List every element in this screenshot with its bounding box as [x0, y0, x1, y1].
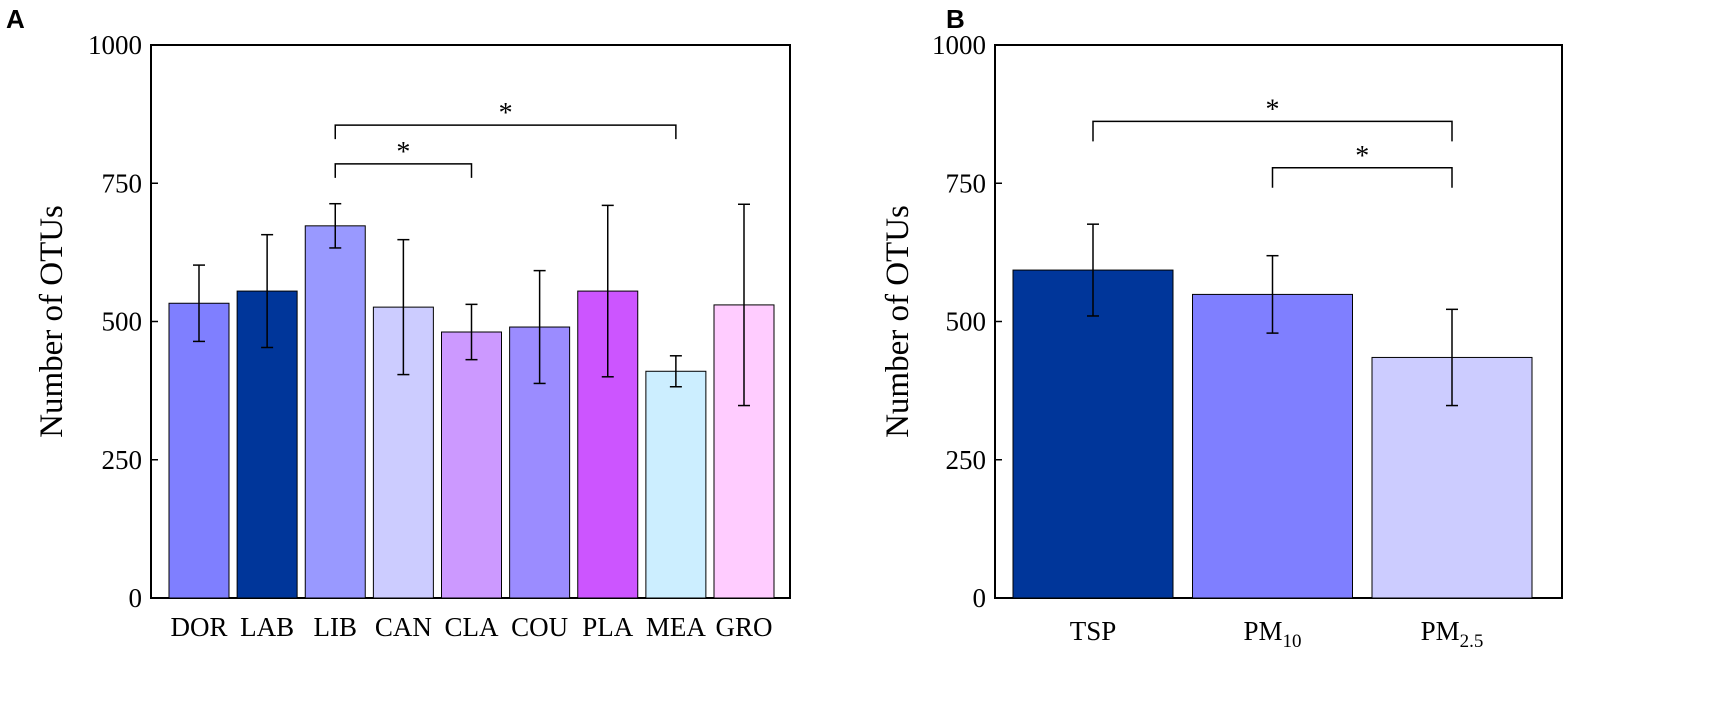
- panel-a-bar: [304, 225, 366, 599]
- panel-b-y-tick-label: 0: [973, 583, 987, 613]
- panel-a-significance-star: *: [499, 98, 513, 129]
- panel-b-category-subscript: 10: [1283, 631, 1302, 652]
- panel-b-significance-star: *: [1266, 94, 1280, 125]
- panel-a-category-label: GRO: [715, 612, 772, 642]
- panel-b-significance-bracket: [1092, 120, 1453, 142]
- panel-a-category-label: LAB: [240, 612, 294, 642]
- panel-label-a: A: [6, 4, 25, 34]
- panel-b-bar: [1012, 269, 1174, 599]
- panel-a-y-tick-label: 750: [102, 168, 143, 198]
- panel-b-y-axis-title: Number of OTUs: [880, 205, 916, 438]
- panel-a-bar: [441, 331, 502, 599]
- panel-a-y-axis-title: Number of OTUs: [34, 205, 70, 438]
- panel-a-category-label: PLA: [582, 612, 634, 642]
- panel-b-category-label: PM2.5: [1421, 616, 1484, 652]
- panel-a-category-label: COU: [511, 612, 568, 642]
- panel-b-category-base: PM: [1243, 616, 1282, 646]
- panel-a-y-tick-label: 0: [129, 583, 143, 613]
- panel-label-b: B: [946, 4, 965, 34]
- panel-a-y-tick-label: 500: [102, 307, 143, 337]
- panel-a-bar: [168, 302, 230, 599]
- panel-b-y-tick-label: 750: [946, 168, 987, 198]
- panel-b-y-tick-label: 1000: [932, 30, 986, 60]
- panel-b-category-label: PM10: [1243, 616, 1301, 652]
- panel-a-category-label: CAN: [375, 612, 432, 642]
- panel-a-category-label: LIB: [314, 612, 358, 642]
- panel-b-y-tick-label: 250: [946, 445, 987, 475]
- panel-b-significance-bracket: [1271, 167, 1453, 188]
- panel-a-bar: [645, 370, 707, 599]
- panel-a-category-label: CLA: [445, 612, 500, 642]
- panel-a-category-label: DOR: [170, 612, 227, 642]
- panel-b-category-base: PM: [1421, 616, 1460, 646]
- panel-b-category-base: TSP: [1070, 616, 1117, 646]
- panel-b-significance-star: *: [1355, 141, 1369, 172]
- panel-a-y-tick-label: 250: [102, 445, 143, 475]
- panel-b-category-label: TSP: [1070, 616, 1117, 646]
- panel-a-significance-star: *: [396, 137, 410, 168]
- panel-b-category-subscript: 2.5: [1460, 631, 1484, 652]
- panel-a-significance-bracket: [334, 124, 677, 140]
- panel-a-y-tick-label: 1000: [88, 30, 142, 60]
- panel-a-chart: 0 250 500 750 1000 Number of OTUs DOR LAB LIB CAN…: [34, 30, 791, 642]
- panel-b-y-tick-label: 500: [946, 307, 987, 337]
- panel-b-bar: [1192, 293, 1353, 599]
- panel-a-category-label: MEA: [646, 612, 707, 642]
- panel-a-significance-bracket: [334, 163, 473, 178]
